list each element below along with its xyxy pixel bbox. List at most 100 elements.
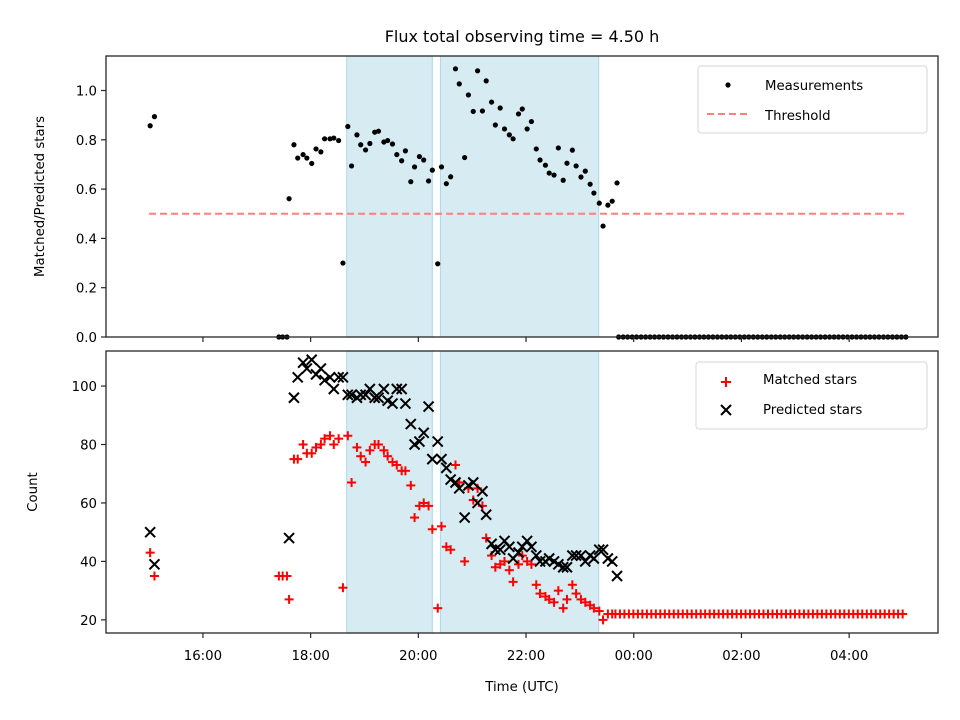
x-tick-label: 22:00 — [507, 649, 545, 664]
predicted-star-point — [148, 558, 161, 571]
y-tick-label: 40 — [80, 555, 97, 570]
cross-b — [611, 570, 623, 582]
chart-title: Flux total observing time = 4.50 h — [385, 27, 660, 46]
x-tick-label: 18:00 — [291, 649, 329, 664]
matched-star-point — [531, 580, 541, 590]
legend-matched-marker — [721, 377, 731, 387]
matched-star-point — [329, 440, 339, 450]
x-tick-label: 20:00 — [399, 649, 437, 664]
matched-star-point — [508, 577, 518, 587]
matched-star-point — [343, 431, 353, 441]
cross-b — [480, 508, 492, 521]
predicted-star-point — [593, 544, 605, 556]
predicted-star-point — [521, 535, 533, 547]
measurement-point — [578, 174, 584, 180]
legend-threshold-label: Threshold — [764, 109, 831, 124]
top-y-ticks: 0.0 0.2 0.4 0.6 0.8 1.0 — [76, 85, 106, 346]
measurement-point — [425, 178, 432, 184]
measurement-point — [492, 122, 498, 128]
matched-star-point — [338, 583, 348, 593]
cross-b — [435, 453, 448, 465]
predicted-star-point — [485, 538, 498, 550]
predicted-star-point — [288, 392, 300, 404]
matched-star-point — [513, 559, 523, 569]
x-tick-label: 02:00 — [722, 649, 760, 664]
measurement-point — [385, 137, 391, 144]
cross-b — [328, 383, 340, 395]
predicted-star-point — [328, 383, 340, 395]
cross-b — [315, 362, 327, 375]
cross-b — [148, 558, 161, 571]
cross-b — [525, 541, 538, 553]
cross-b — [386, 397, 399, 410]
predicted-star-point — [557, 561, 569, 573]
matched-star-point — [419, 498, 429, 508]
matched-star-point — [307, 448, 317, 458]
measurement-point — [474, 68, 481, 74]
matched-star-point — [504, 565, 514, 575]
cross-b — [359, 389, 372, 401]
measurement-point — [322, 136, 328, 142]
predicted-star-point — [297, 356, 309, 369]
measurement-point — [313, 146, 319, 152]
cross-b — [597, 544, 609, 556]
matched-star-point — [544, 594, 554, 604]
measurement-point — [358, 142, 364, 148]
top-legend-box — [697, 65, 928, 134]
measurement-point — [551, 172, 557, 178]
measurement-point — [497, 105, 503, 111]
measurement-point — [506, 132, 512, 138]
measurement-point — [470, 108, 476, 115]
bottom-legend: Matched stars Predicted stars — [695, 361, 928, 430]
predicted-star-point — [413, 435, 426, 448]
cross-b — [332, 371, 345, 384]
matched-star-point — [424, 501, 434, 511]
predicted-star-point — [467, 476, 479, 489]
bottom-x-ticks: 16:00 18:00 20:00 22:00 00:00 02:00 04:00 — [184, 633, 868, 664]
predicted-star-point — [364, 383, 376, 395]
measurement-point — [295, 155, 301, 161]
measurement-point — [402, 148, 409, 154]
measurement-point — [569, 147, 575, 153]
matched-star-point — [406, 480, 416, 490]
matched-star-point — [499, 556, 509, 566]
measurement-point — [533, 146, 539, 152]
matched-star-point — [427, 524, 437, 534]
top-legend: Measurements Threshold — [697, 65, 928, 134]
matched-star-point — [334, 434, 344, 444]
predicted-star-point — [426, 453, 439, 465]
matched-star-point — [379, 445, 389, 455]
matched-star-point — [535, 589, 545, 599]
matched-star-point — [325, 431, 335, 441]
cross-b — [566, 549, 579, 562]
shaded-span-1 — [439, 55, 600, 338]
measurement-point — [394, 151, 400, 158]
predicted-star-point — [315, 362, 327, 375]
predicted-star-point — [476, 485, 489, 497]
cross-b — [498, 535, 511, 547]
predicted-star-point — [435, 453, 448, 465]
cross-b — [449, 476, 462, 489]
cross-b — [405, 418, 417, 430]
matched-star-point — [356, 451, 366, 461]
matched-star-point — [460, 556, 470, 566]
cross-b — [444, 473, 457, 486]
predicted-star-point — [332, 371, 345, 384]
measurement-point — [375, 128, 382, 134]
cross-b — [391, 383, 403, 395]
measurement-point — [340, 260, 346, 266]
x-tick-label: 04:00 — [830, 649, 868, 664]
measurement-point — [291, 142, 297, 148]
bottom-legend-box — [695, 361, 928, 430]
cross-b — [471, 497, 484, 509]
measurement-point — [435, 261, 441, 267]
predicted-star-point — [597, 544, 609, 556]
bottom-y-ticks: 20 40 60 80 100 — [72, 380, 106, 629]
matched-star-point — [450, 460, 460, 470]
predicted-star-point — [440, 462, 453, 474]
cross-b — [283, 532, 295, 544]
measurement-point — [318, 149, 324, 155]
measurement-point — [389, 141, 396, 147]
cross-b — [489, 544, 502, 556]
cross-b — [297, 356, 309, 369]
